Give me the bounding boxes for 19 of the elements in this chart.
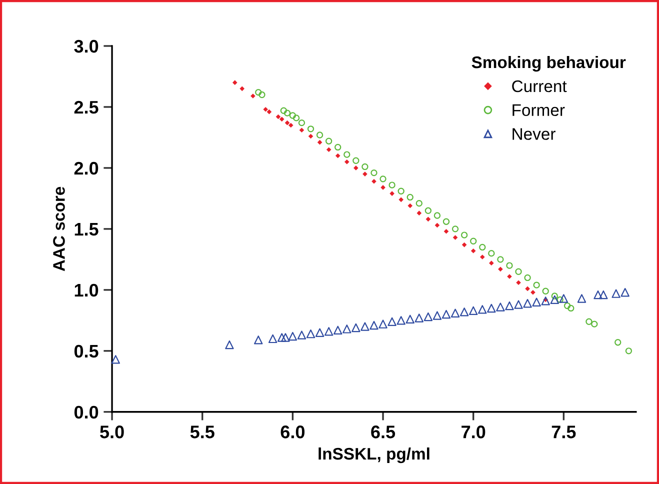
legend-title: Smoking behaviour	[472, 56, 626, 72]
y-axis-title: AAC score	[53, 186, 65, 272]
y-tick-label: 2.0	[74, 162, 98, 175]
y-tick-label: 0.5	[74, 344, 98, 358]
x-tick-label: 7.0	[462, 426, 486, 438]
y-tick-label: 1.5	[74, 223, 98, 236]
y-tick-label: 0.0	[74, 406, 98, 419]
x-axis-title: lnSSKL, pg/ml	[318, 447, 430, 464]
x-tick-label: 7.5	[552, 426, 576, 438]
x-tick-label: 6.5	[371, 426, 396, 438]
legend-label: Former	[512, 104, 565, 116]
x-tick-label: 6.0	[280, 426, 304, 438]
y-tick-label: 3.0	[74, 40, 98, 53]
legend-label: Never	[512, 128, 556, 140]
x-tick-label: 5.0	[100, 426, 124, 438]
x-tick-label: 5.5	[190, 426, 214, 438]
y-tick-label: 1.0	[74, 284, 98, 297]
legend-label: Current	[512, 80, 567, 92]
y-tick-label: 2.5	[74, 100, 98, 114]
